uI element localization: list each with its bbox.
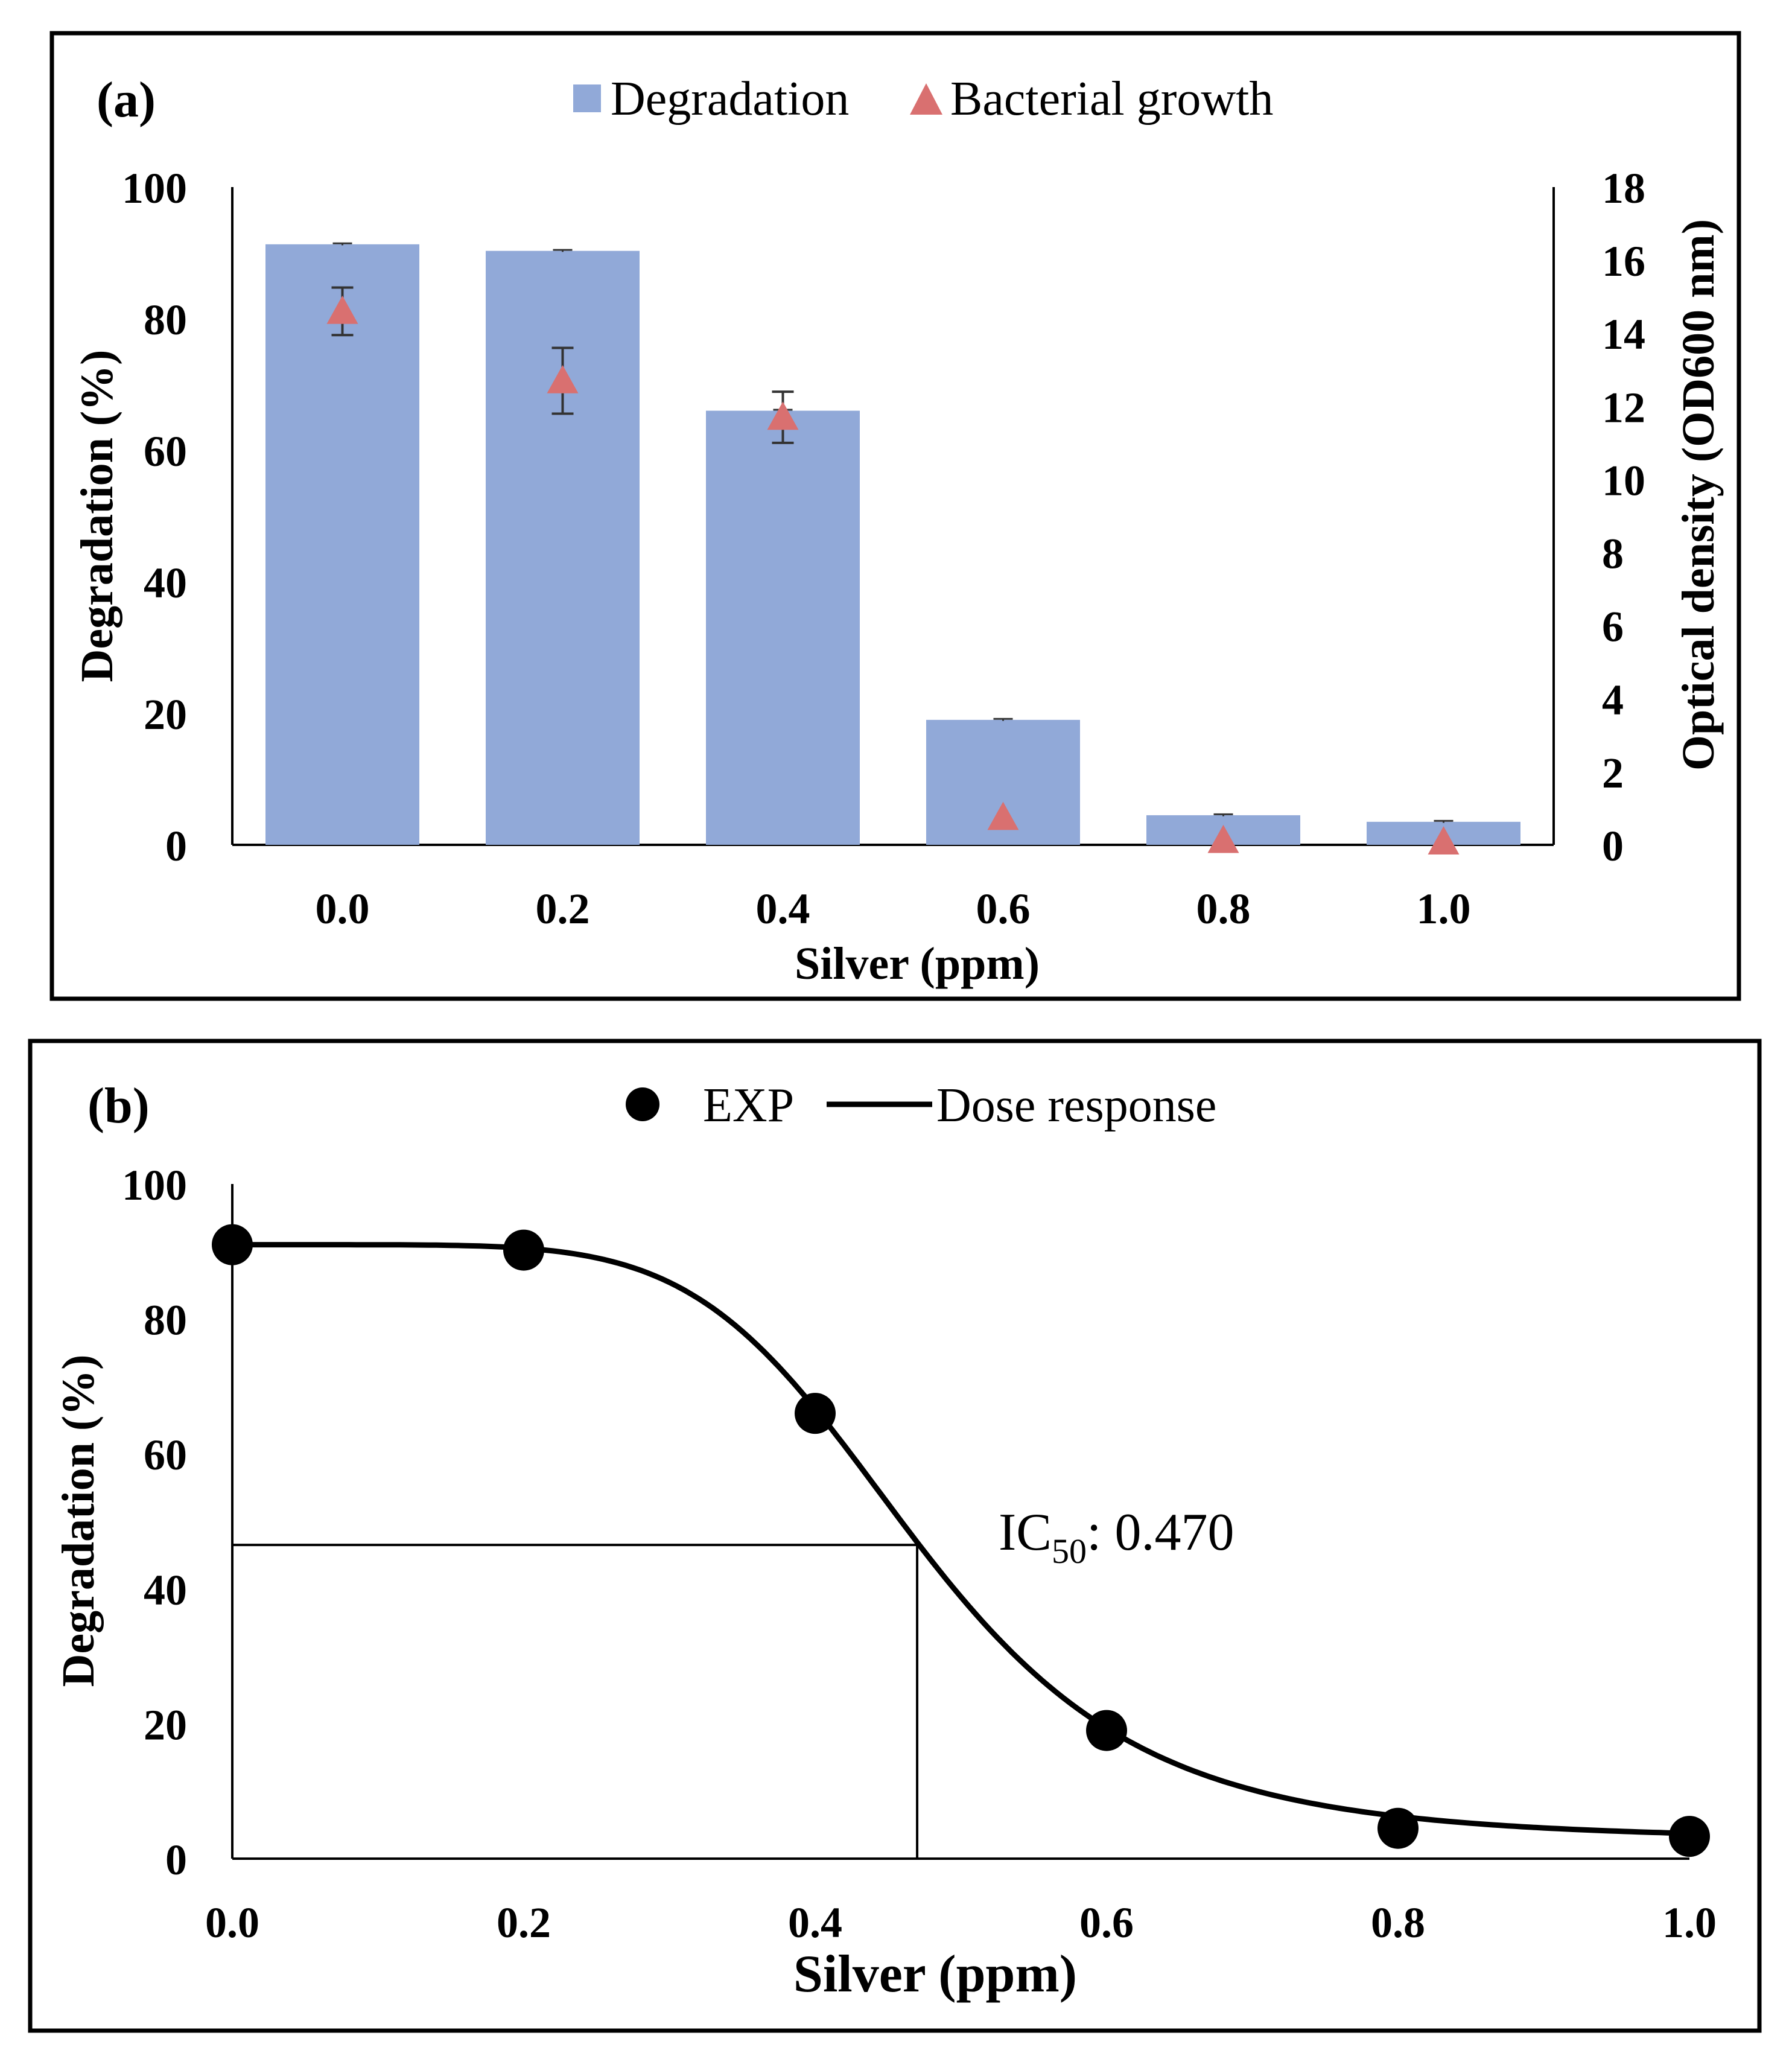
y-tick-label-100: 100 — [122, 164, 187, 212]
panel-b: (b) EXP Dose response 0.0 0.2 0.4 0.6 0.8 1.0… — [28, 1039, 1762, 2033]
y-tick-label-0: 0 — [165, 1836, 187, 1884]
y2-tick-label-12: 12 — [1602, 383, 1645, 431]
exp-point-0.2 — [503, 1229, 544, 1271]
growth-marker-1.0 — [1428, 826, 1460, 854]
x-tick-label-1.0: 1.0 — [1417, 885, 1471, 933]
panel-a-y2-axis-title: Optical density (OD600 nm) — [1673, 219, 1724, 771]
x-tick-label-0.6: 0.6 — [1079, 1898, 1134, 1947]
panel-a-legend: Degradation Bacterial growth — [573, 72, 1273, 126]
ic50-annotation-prefix: IC — [999, 1503, 1052, 1562]
x-tick-label-1.0: 1.0 — [1662, 1898, 1717, 1947]
panel-a-y2-tick-labels: 0 2 4 6 8 10 12 14 16 18 — [1602, 164, 1645, 870]
ic50-annotation-subscript: 50 — [1052, 1532, 1087, 1571]
legend-degradation-label: Degradation — [611, 72, 849, 126]
y2-tick-label-18: 18 — [1602, 164, 1645, 212]
y2-tick-label-14: 14 — [1602, 310, 1645, 358]
y-tick-label-100: 100 — [122, 1161, 187, 1209]
x-tick-label-0.0: 0.0 — [316, 885, 370, 933]
growth-marker-0.0 — [326, 295, 358, 324]
y-tick-label-40: 40 — [144, 1566, 187, 1614]
y2-tick-label-10: 10 — [1602, 456, 1645, 504]
ic50-annotation-value: : 0.470 — [1087, 1503, 1234, 1562]
panel-a-frame — [49, 31, 1741, 1001]
panel-a-x-axis-title: Silver (ppm) — [795, 938, 1040, 989]
legend-exp-label: EXP — [703, 1079, 794, 1132]
degradation-bar-0.4 — [706, 410, 860, 845]
panel-a-label: (a) — [97, 72, 156, 128]
panel-a-y-axis-title: Degradation (%) — [72, 350, 122, 683]
y2-tick-label-2: 2 — [1602, 749, 1624, 797]
x-tick-label-0.8: 0.8 — [1196, 885, 1251, 933]
y2-tick-label-4: 4 — [1602, 676, 1624, 724]
panel-b-exp-points — [212, 1224, 1710, 1857]
growth-marker-0.4 — [767, 401, 799, 430]
panel-a-bars — [265, 244, 1520, 845]
panel-b-label: (b) — [87, 1078, 150, 1134]
panel-b-y-axis-title: Degradation (%) — [53, 1355, 104, 1687]
x-tick-label-0.0: 0.0 — [205, 1898, 259, 1947]
y2-tick-label-6: 6 — [1602, 603, 1624, 651]
x-tick-label-0.2: 0.2 — [497, 1898, 551, 1947]
panel-b-dose-response-curve — [232, 1242, 1690, 1836]
legend-degradation-swatch — [573, 84, 601, 112]
panel-b-frame — [28, 1039, 1762, 2033]
y-tick-label-20: 20 — [144, 690, 187, 739]
exp-point-1.0 — [1669, 1816, 1710, 1857]
panel-a-growth-markers — [326, 295, 1460, 854]
legend-exp-marker — [626, 1087, 659, 1121]
y-tick-label-40: 40 — [144, 559, 187, 607]
degradation-bar-0.0 — [265, 244, 419, 845]
panel-b-x-tick-labels: 0.0 0.2 0.4 0.6 0.8 1.0 — [205, 1898, 1717, 1947]
exp-point-0.8 — [1377, 1807, 1419, 1849]
panel-a-x-tick-labels: 0.0 0.2 0.4 0.6 0.8 1.0 — [316, 885, 1471, 933]
growth-marker-0.6 — [987, 801, 1019, 830]
panel-b-x-axis-title: Silver (ppm) — [793, 1945, 1077, 2003]
exp-point-0.6 — [1086, 1710, 1127, 1751]
y2-tick-label-0: 0 — [1602, 822, 1624, 870]
y-tick-label-80: 80 — [144, 1296, 187, 1345]
panel-b-ic50-guide-line — [232, 1544, 919, 1859]
panel-b-ic50-annotation: IC50: 0.470 — [999, 1503, 1234, 1571]
y-tick-label-80: 80 — [144, 296, 187, 344]
exp-point-0.4 — [795, 1393, 836, 1434]
x-tick-label-0.8: 0.8 — [1371, 1898, 1425, 1947]
growth-marker-0.2 — [547, 364, 579, 393]
x-tick-label-0.6: 0.6 — [976, 885, 1031, 933]
y2-tick-label-16: 16 — [1602, 237, 1645, 285]
x-tick-label-0.4: 0.4 — [756, 885, 810, 933]
panel-a-y-tick-labels: 0 20 40 60 80 100 — [122, 164, 187, 870]
panel-a: (a) Degradation Bacterial growth 0.0 0.2 0… — [49, 31, 1741, 1001]
y-tick-label-60: 60 — [144, 427, 187, 476]
x-tick-label-0.4: 0.4 — [788, 1898, 842, 1947]
panel-b-y-tick-labels: 0 20 40 60 80 100 — [122, 1161, 187, 1884]
y-tick-label-60: 60 — [144, 1431, 187, 1479]
y-tick-label-20: 20 — [144, 1701, 187, 1749]
exp-point-0.0 — [212, 1224, 253, 1265]
x-tick-label-0.2: 0.2 — [536, 885, 590, 933]
panel-b-legend: EXP Dose response — [626, 1079, 1216, 1132]
legend-bacterial-growth-label: Bacterial growth — [950, 72, 1273, 126]
degradation-bar-0.2 — [486, 250, 640, 845]
y-tick-label-0: 0 — [165, 822, 187, 870]
legend-dose-response-label: Dose response — [936, 1079, 1216, 1132]
growth-marker-0.8 — [1207, 824, 1239, 853]
legend-bacterial-growth-triangle — [910, 83, 942, 115]
y2-tick-label-8: 8 — [1602, 530, 1624, 578]
